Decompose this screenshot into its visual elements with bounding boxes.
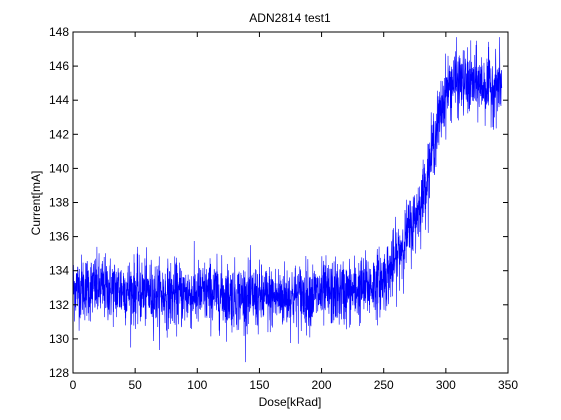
y-axis-label: Current[mA] <box>29 171 43 236</box>
y-tick-label: 130 <box>49 332 69 346</box>
chart-title: ADN2814 test1 <box>249 11 331 25</box>
y-tick-label: 134 <box>49 264 69 278</box>
series-line <box>72 37 503 363</box>
y-tick-label: 138 <box>49 196 69 210</box>
x-tick-label: 300 <box>436 378 456 392</box>
x-tick-label: 150 <box>249 378 269 392</box>
y-tick-label: 136 <box>49 230 69 244</box>
y-tick-label: 140 <box>49 161 69 175</box>
y-tick-label: 128 <box>49 366 69 380</box>
x-axis: 0 50 100 150 200 250 300 350 <box>70 32 518 392</box>
x-tick-label: 350 <box>498 378 518 392</box>
x-tick-label: 200 <box>312 378 332 392</box>
x-tick-label: 0 <box>70 378 77 392</box>
x-tick-label: 100 <box>187 378 207 392</box>
x-tick-label: 50 <box>128 378 142 392</box>
x-axis-label: Dose[kRad] <box>259 395 322 409</box>
x-tick-label: 250 <box>374 378 394 392</box>
y-tick-label: 142 <box>49 127 69 141</box>
y-tick-label: 146 <box>49 59 69 73</box>
y-tick-label: 132 <box>49 298 69 312</box>
plot-area <box>72 31 509 374</box>
y-axis: 128 130 132 134 136 138 140 142 144 146 148 <box>49 25 508 380</box>
y-tick-label: 148 <box>49 25 69 39</box>
y-tick-label: 144 <box>49 93 69 107</box>
